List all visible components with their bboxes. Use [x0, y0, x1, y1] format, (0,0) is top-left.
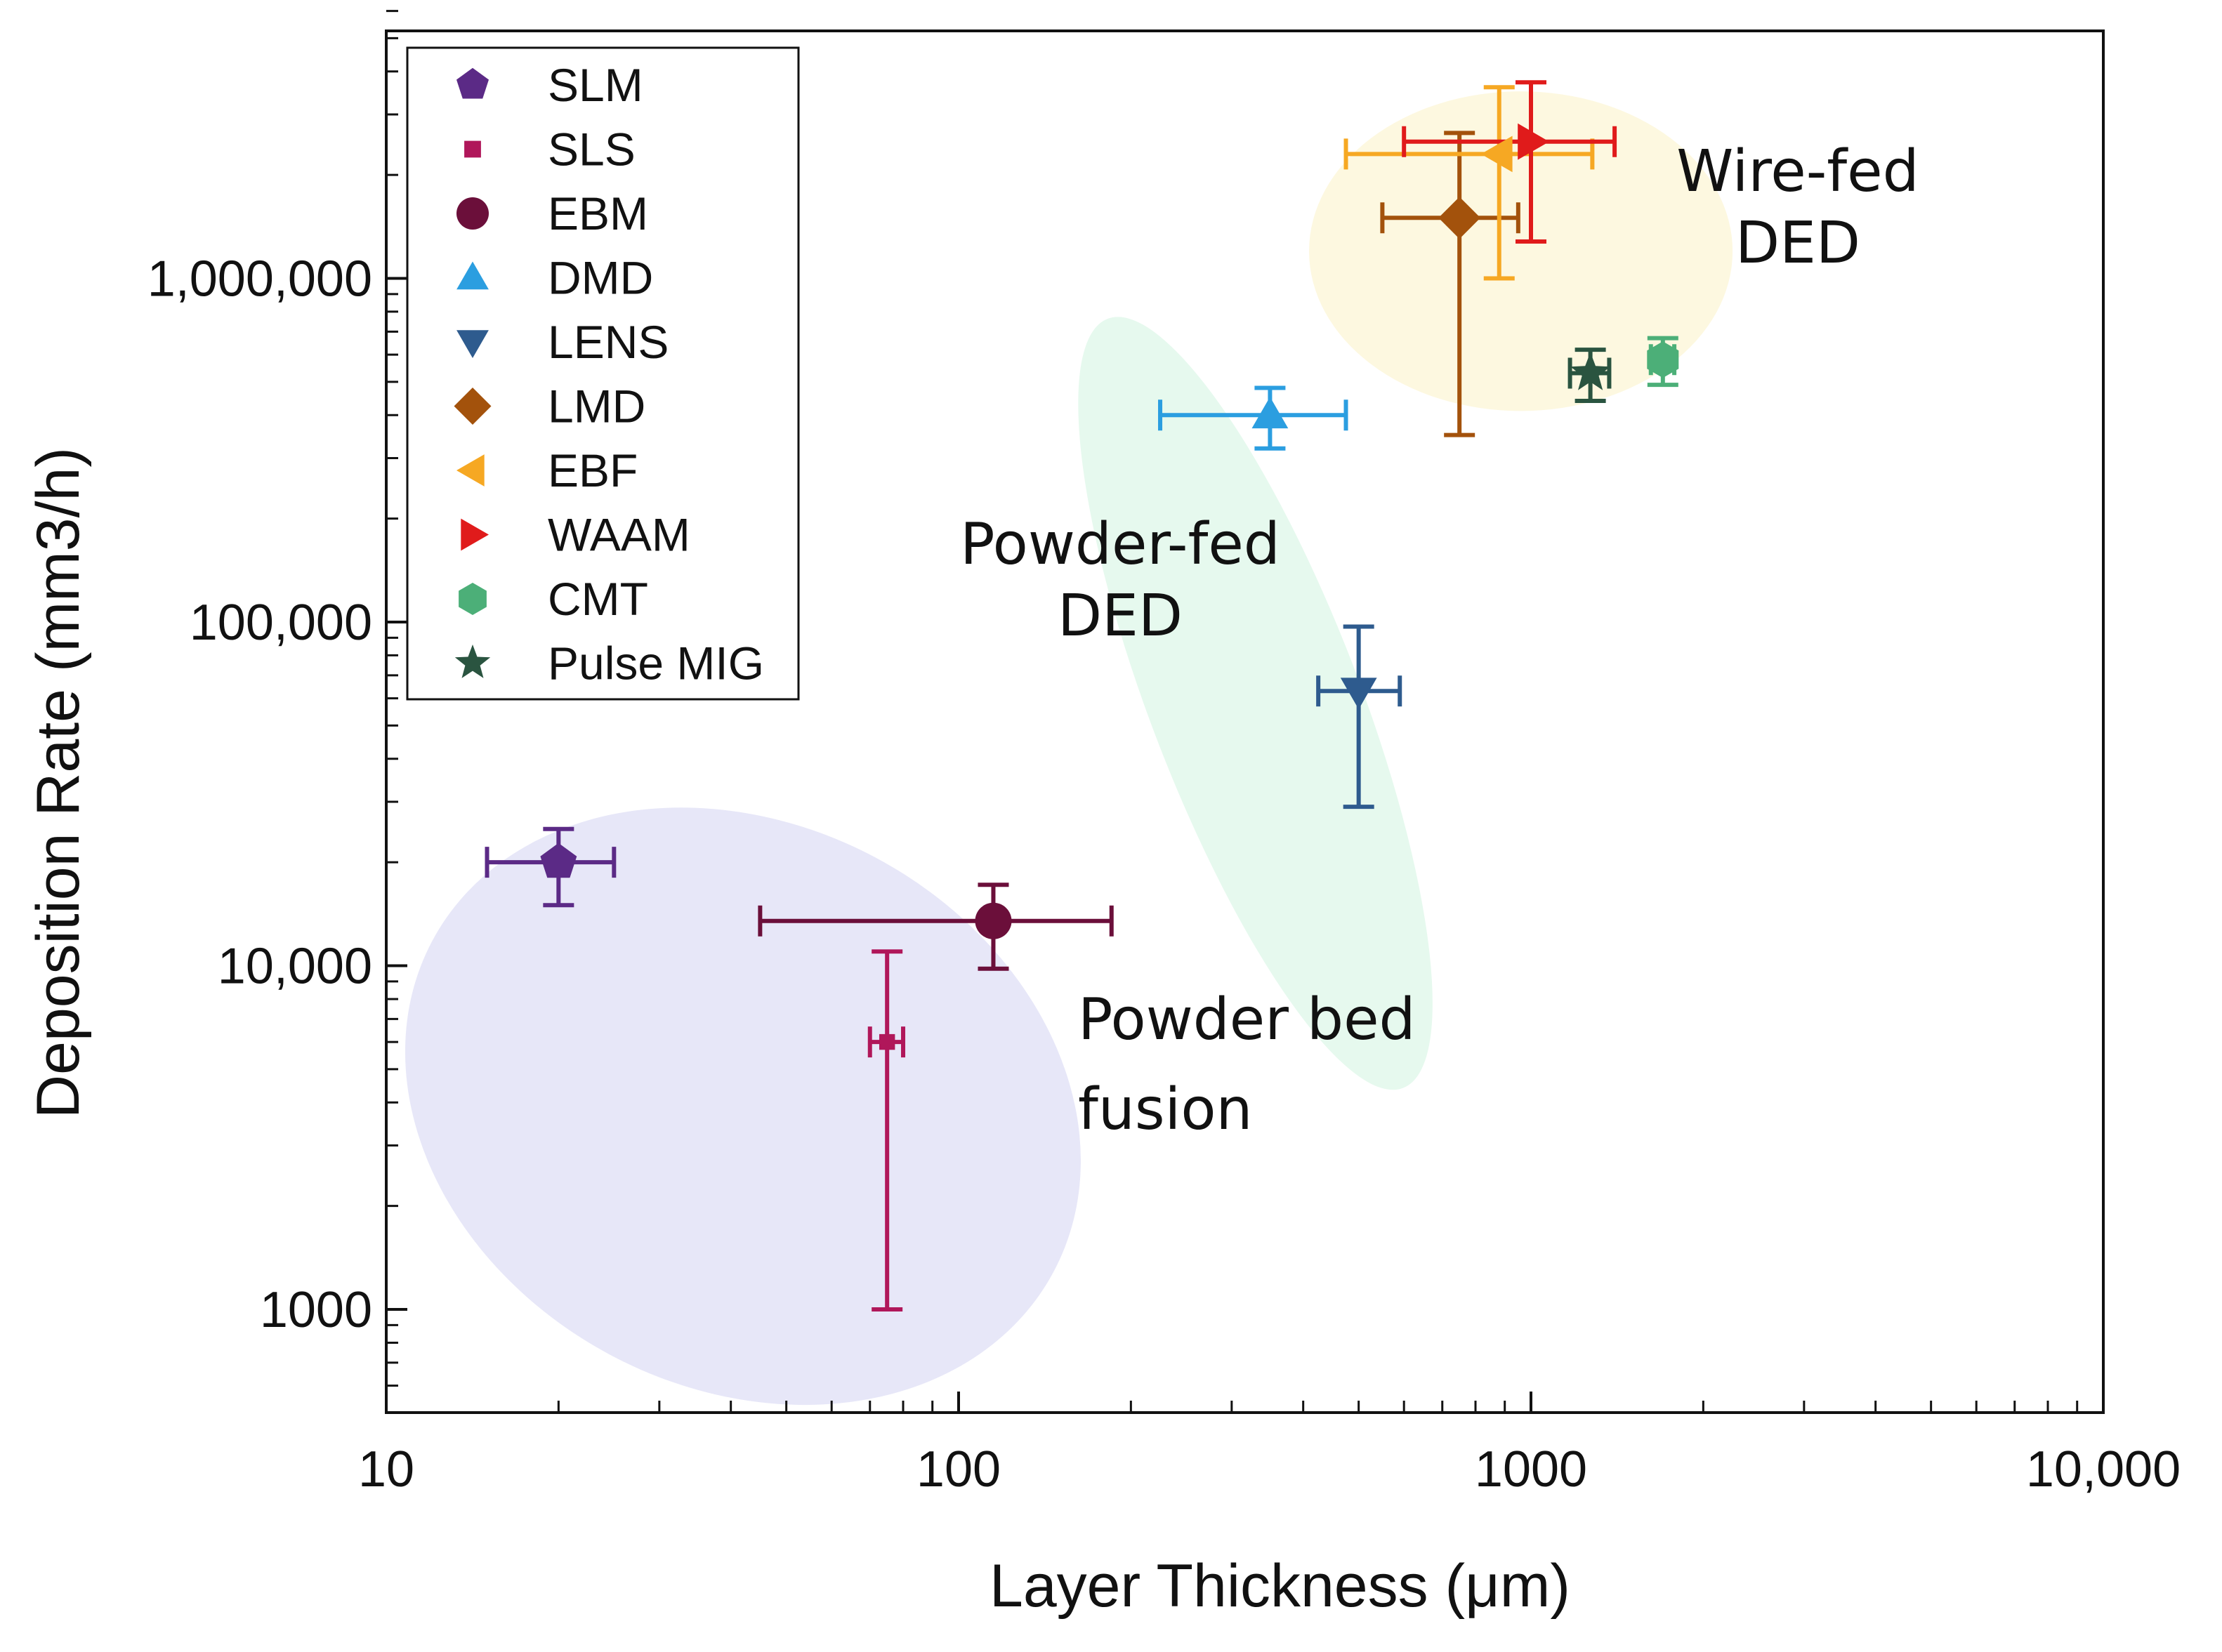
plot-frame: [385, 29, 2105, 1414]
x-tick-label-100: 100: [916, 1441, 1001, 1498]
legend-marker-ebf: [456, 454, 485, 487]
legend-marker-pulse-mig: [454, 645, 491, 678]
point-ebf: [1480, 136, 1513, 173]
legend-label-ebf: EBF: [548, 444, 638, 496]
region-label-fusion: fusion: [1078, 1076, 1252, 1143]
legend-label-dmd: DMD: [548, 252, 653, 304]
legend-label-pulse-mig: Pulse MIG: [548, 637, 764, 689]
point-lens: [1340, 678, 1377, 710]
legend: SLM SLS EBM DMD LENS LMD EBF WAAM CMT Pulse MIG: [406, 46, 800, 701]
point-sls: [879, 1033, 895, 1050]
legend-marker-dmd: [456, 261, 489, 290]
point-waam: [1518, 123, 1549, 160]
legend-marker-lens: [456, 330, 489, 358]
legend-label-slm: SLM: [548, 59, 643, 111]
y-axis-title: Deposition Rate (mm3/h): [25, 447, 92, 1118]
y-tick-label-100-000: 100,000: [190, 595, 372, 651]
region-label-wire-fed: Wire-fed: [1676, 138, 1919, 205]
x-tick-label-1000: 1000: [1475, 1441, 1587, 1498]
legend-marker-waam: [461, 518, 489, 551]
region-label-ded: DED: [1058, 583, 1183, 649]
legend-marker-sls: [464, 140, 481, 158]
point-pulse-mig: [1570, 352, 1610, 390]
axes-layer: 10 100 1000 10,000 1000 10,000 100,000 1,000,00…: [147, 10, 2181, 1498]
errorbar-layer: [485, 80, 1678, 1311]
errorbar-ebm: [758, 883, 1114, 971]
x-tick-label-10-000: 10,000: [2026, 1441, 2181, 1498]
errorbar-sls: [867, 949, 906, 1311]
region-label-powder-fed: Powder-fed: [960, 511, 1280, 578]
region-label-powder-bed: Powder bed: [1078, 986, 1416, 1053]
x-axis-title: Layer Thickness (μm): [990, 1552, 1570, 1620]
legend-label-ebm: EBM: [548, 187, 648, 239]
legend-label-sls: SLS: [548, 124, 636, 176]
legend-marker-lmd: [454, 388, 492, 425]
point-dmd: [1251, 397, 1289, 429]
y-tick-label-1-000-000: 1,000,000: [147, 251, 372, 308]
region-powder-fed-ded: [1078, 317, 1433, 1090]
errorbar-ebf: [1343, 85, 1595, 281]
y-tick-label-10-000: 10,000: [218, 939, 372, 995]
errorbar-waam: [1402, 80, 1617, 244]
point-ebm: [975, 902, 1012, 939]
legend-label-cmt: CMT: [548, 573, 648, 625]
legend-label-waam: WAAM: [548, 509, 690, 561]
legend-marker-slm: [456, 67, 489, 99]
point-layer: [540, 123, 1679, 1050]
x-tick-label-10: 10: [358, 1441, 414, 1498]
y-tick-label-1000: 1000: [260, 1282, 372, 1338]
errorbar-lmd: [1380, 131, 1520, 437]
point-cmt: [1647, 341, 1679, 378]
legend-marker-cmt: [459, 583, 487, 615]
legend-label-lmd: LMD: [548, 381, 645, 432]
region-wire-fed-ded: [1309, 91, 1733, 411]
point-slm: [540, 842, 577, 878]
region-powder-bed-fusion: [405, 807, 1081, 1406]
legend-label-lens: LENS: [548, 316, 669, 368]
legend-marker-ebm: [456, 197, 489, 230]
region-label-ded: DED: [1735, 210, 1860, 277]
point-lmd: [1438, 197, 1481, 239]
region-layer: [405, 91, 1733, 1406]
